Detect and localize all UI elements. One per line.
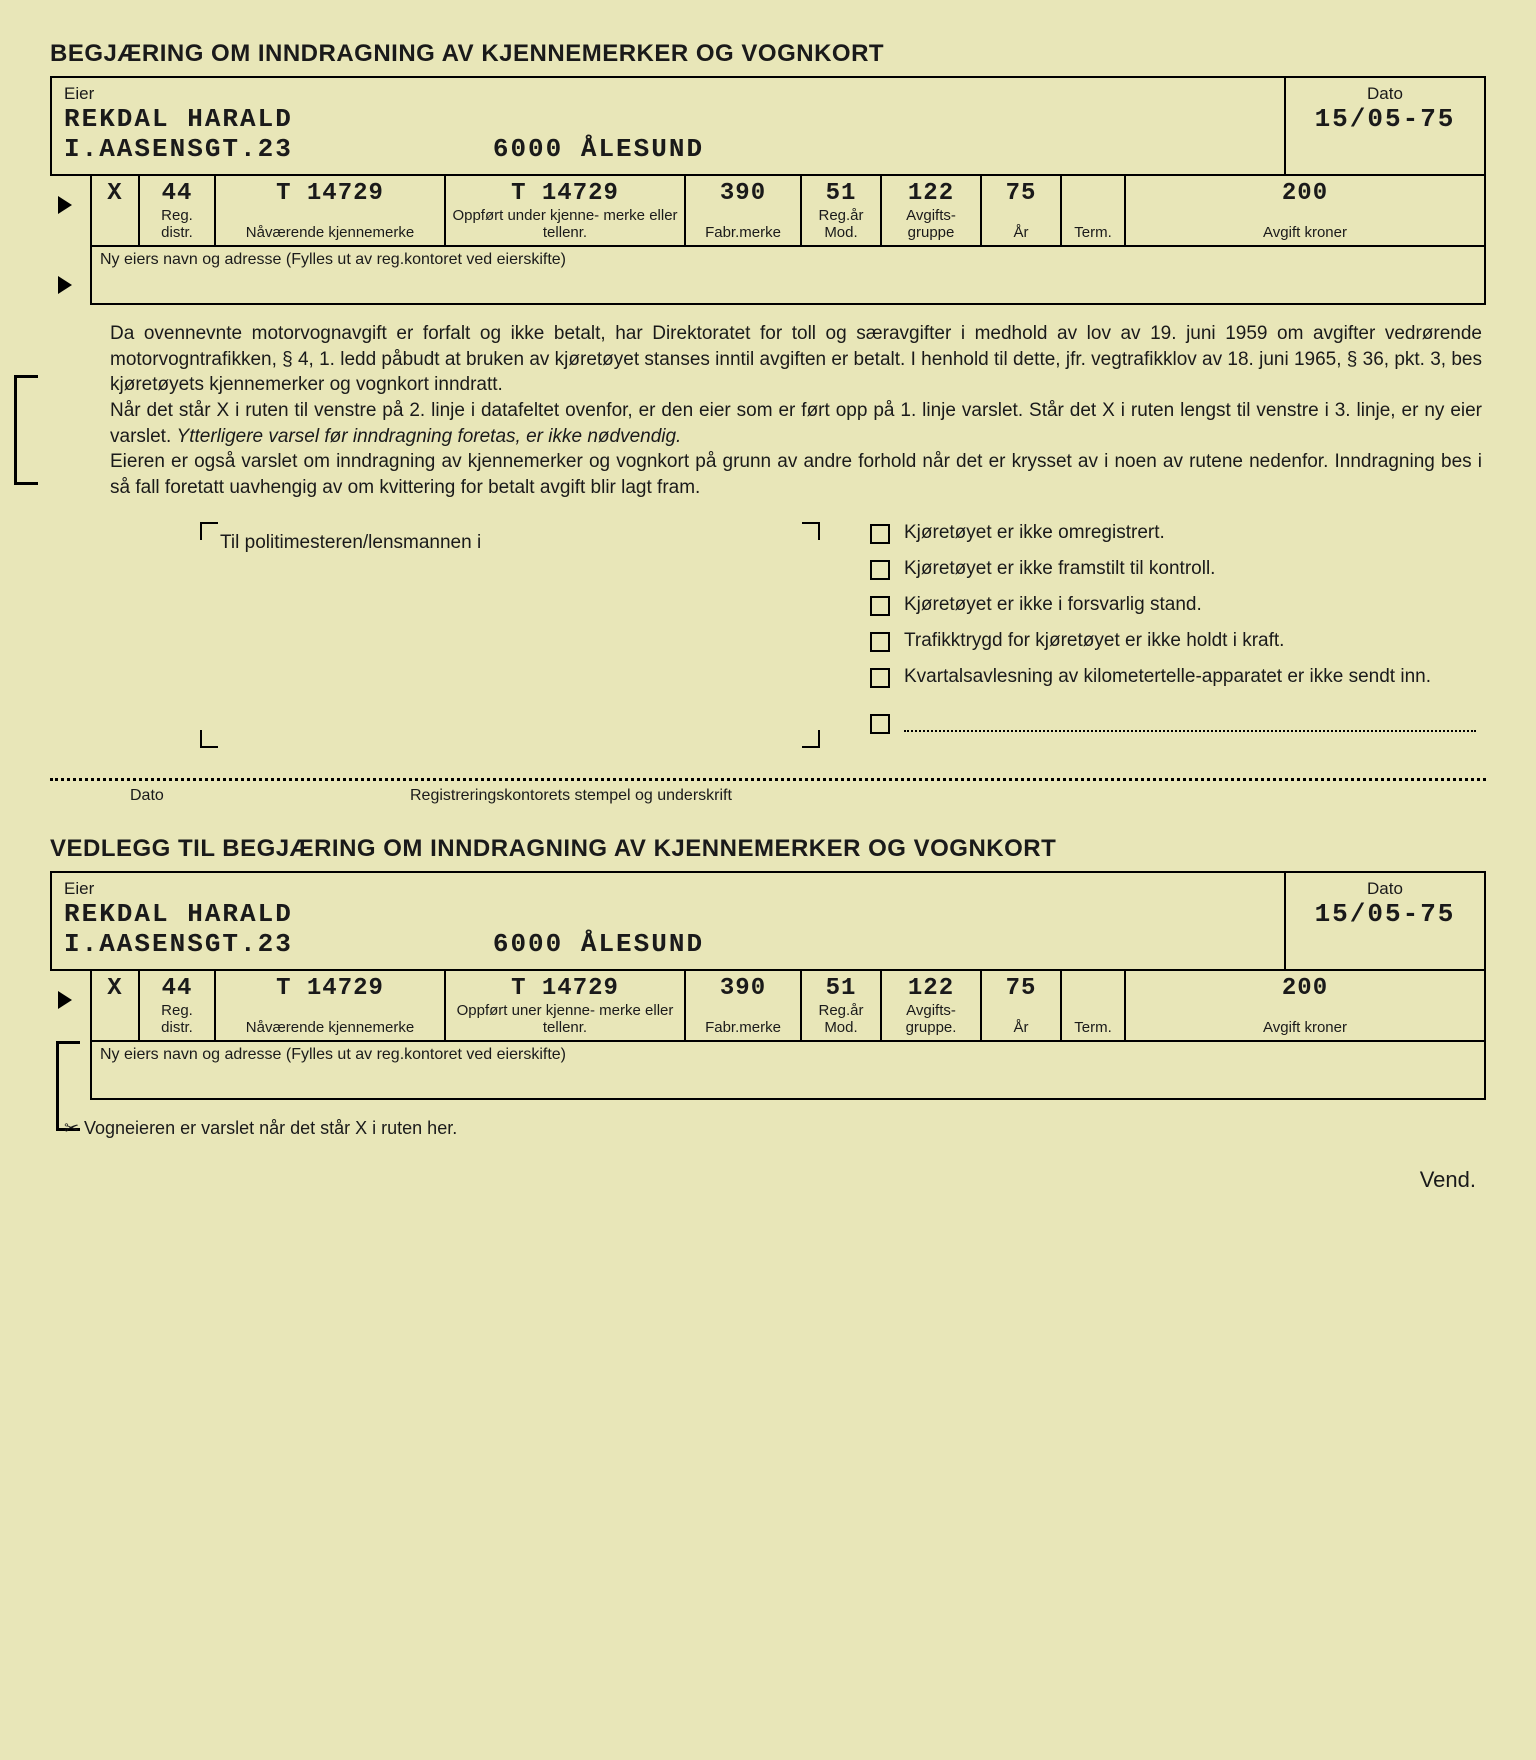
avg-lbl-2: Avgifts- gruppe. — [888, 1002, 974, 1036]
body-p3: Eieren er også varslet om inndragning av… — [110, 449, 1482, 500]
addr-line: Til politimesteren/lensmannen i — [220, 532, 481, 553]
section2-title: VEDLEGG TIL BEGJÆRING OM INNDRAGNING AV … — [50, 835, 1486, 863]
reg-val-2: 44 — [146, 975, 208, 1002]
owner-box-2: Eier REKDAL HARALD I.AASENSGT.23 6000 ÅL… — [50, 871, 1486, 971]
date-value-2: 15/05-75 — [1298, 899, 1472, 929]
mod-lbl-2: Reg.år Mod. — [808, 1002, 874, 1036]
check-label: Kvartalsavlesning av kilometertelle-appa… — [904, 666, 1431, 688]
ar-lbl-2: År — [988, 1019, 1054, 1036]
opp-val: T 14729 — [452, 180, 678, 207]
owner-box: Eier REKDAL HARALD I.AASENSGT.23 6000 ÅL… — [50, 76, 1486, 176]
newowner-row: Ny eiers navn og adresse (Fylles ut av r… — [92, 247, 1484, 303]
corner-icon — [802, 522, 820, 540]
cur-lbl-2: Nåværende kjennemerke — [222, 1019, 438, 1036]
mod-lbl: Reg.år Mod. — [808, 207, 874, 241]
opp-lbl: Oppført under kjenne- merke eller tellen… — [452, 207, 678, 241]
owner-label: Eier — [64, 84, 1272, 104]
avg-lbl: Avgifts- gruppe — [888, 207, 974, 241]
cur-val-2: T 14729 — [222, 975, 438, 1002]
checkbox[interactable] — [870, 668, 890, 688]
x-cell-2: X — [98, 975, 132, 1002]
owner-address: I.AASENSGT.23 — [64, 134, 293, 164]
check-label: Trafikktrygd for kjøretøyet er ikke hold… — [904, 630, 1284, 652]
vend-note: Vend. — [50, 1167, 1486, 1193]
term-lbl: Term. — [1068, 224, 1118, 241]
term-lbl-2: Term. — [1068, 1019, 1118, 1036]
mod-val-2: 51 — [808, 975, 874, 1002]
owner-address-2: I.AASENSGT.23 — [64, 929, 293, 959]
ar-val-2: 75 — [988, 975, 1054, 1002]
sig-stamp-label: Registreringskontorets stempel og unders… — [350, 787, 1486, 805]
bracket-icon — [14, 375, 38, 485]
arrow-icon — [58, 196, 72, 214]
check-label: Kjøretøyet er ikke omregistrert. — [904, 522, 1165, 544]
fabr-lbl: Fabr.merke — [692, 224, 794, 241]
avg-val: 122 — [888, 180, 974, 207]
checkbox[interactable] — [870, 632, 890, 652]
owner-label-2: Eier — [64, 879, 1272, 899]
address-block: Til politimesteren/lensmannen i — [200, 522, 820, 748]
checkbox[interactable] — [870, 714, 890, 734]
mod-val: 51 — [808, 180, 874, 207]
opp-val-2: T 14729 — [452, 975, 678, 1002]
date-label-2: Dato — [1298, 879, 1472, 899]
data-table-2: X 44Reg. distr. T 14729 Nåværende kjennem… — [90, 971, 1486, 1100]
sig-date-label: Dato — [50, 787, 350, 805]
newowner-row-2: Ny eiers navn og adresse (Fylles ut av r… — [92, 1042, 1484, 1098]
reg-lbl-2: Reg. distr. — [146, 1002, 208, 1036]
kr-val: 200 — [1132, 180, 1478, 207]
corner-icon — [802, 730, 820, 748]
owner-name-2: REKDAL HARALD — [64, 899, 1272, 929]
owner-city-2: 6000 ÅLESUND — [493, 929, 704, 959]
check-label: Kjøretøyet er ikke i forsvarlig stand. — [904, 594, 1202, 616]
opp-lbl-2: Oppført uner kjenne- merke eller tellenr… — [452, 1002, 678, 1036]
cur-lbl: Nåværende kjennemerke — [222, 224, 438, 241]
varslet-note: ✂ Vogneieren er varslet når det står X i… — [50, 1100, 1486, 1139]
owner-name: REKDAL HARALD — [64, 104, 1272, 134]
body-p1: Da ovennevnte motorvognavgift er forfalt… — [110, 321, 1482, 398]
checkbox[interactable] — [870, 560, 890, 580]
cur-val: T 14729 — [222, 180, 438, 207]
body-p2: Når det står X i ruten til venstre på 2.… — [110, 398, 1482, 449]
section1-title: BEGJÆRING OM INNDRAGNING AV KJENNEMERKER… — [50, 40, 1486, 68]
section-vedlegg: VEDLEGG TIL BEGJÆRING OM INNDRAGNING AV … — [50, 835, 1486, 1139]
caret-icon: ✂ — [64, 1118, 79, 1139]
checkbox[interactable] — [870, 596, 890, 616]
ar-lbl: År — [988, 224, 1054, 241]
section-begjaering: BEGJÆRING OM INNDRAGNING AV KJENNEMERKER… — [50, 40, 1486, 811]
blank-line — [904, 730, 1476, 732]
signature-row: Dato Registreringskontorets stempel og u… — [50, 778, 1486, 811]
body-text: Da ovennevnte motorvognavgift er forfalt… — [50, 305, 1486, 512]
fabr-lbl-2: Fabr.merke — [692, 1019, 794, 1036]
fabr-val-2: 390 — [692, 975, 794, 1002]
date-label: Dato — [1298, 84, 1472, 104]
data-table: X 44Reg. distr. T 14729 Nåværende kjennem… — [90, 176, 1486, 305]
kr-lbl: Avgift kroner — [1132, 224, 1478, 241]
reg-val: 44 — [146, 180, 208, 207]
mid-section: Til politimesteren/lensmannen i Kjøretøy… — [50, 512, 1486, 758]
kr-val-2: 200 — [1132, 975, 1478, 1002]
ar-val: 75 — [988, 180, 1054, 207]
date-value: 15/05-75 — [1298, 104, 1472, 134]
x-cell: X — [98, 180, 132, 207]
reg-lbl: Reg. distr. — [146, 207, 208, 241]
owner-city: 6000 ÅLESUND — [493, 134, 704, 164]
avg-val-2: 122 — [888, 975, 974, 1002]
arrow-icon — [58, 276, 72, 294]
checklist: Kjøretøyet er ikke omregistrert. Kjøretø… — [870, 522, 1476, 748]
kr-lbl-2: Avgift kroner — [1132, 1019, 1478, 1036]
fabr-val: 390 — [692, 180, 794, 207]
corner-icon — [200, 730, 218, 748]
arrow-icon — [58, 991, 72, 1009]
corner-icon — [200, 522, 218, 540]
checkbox[interactable] — [870, 524, 890, 544]
check-label: Kjøretøyet er ikke framstilt til kontrol… — [904, 558, 1215, 580]
